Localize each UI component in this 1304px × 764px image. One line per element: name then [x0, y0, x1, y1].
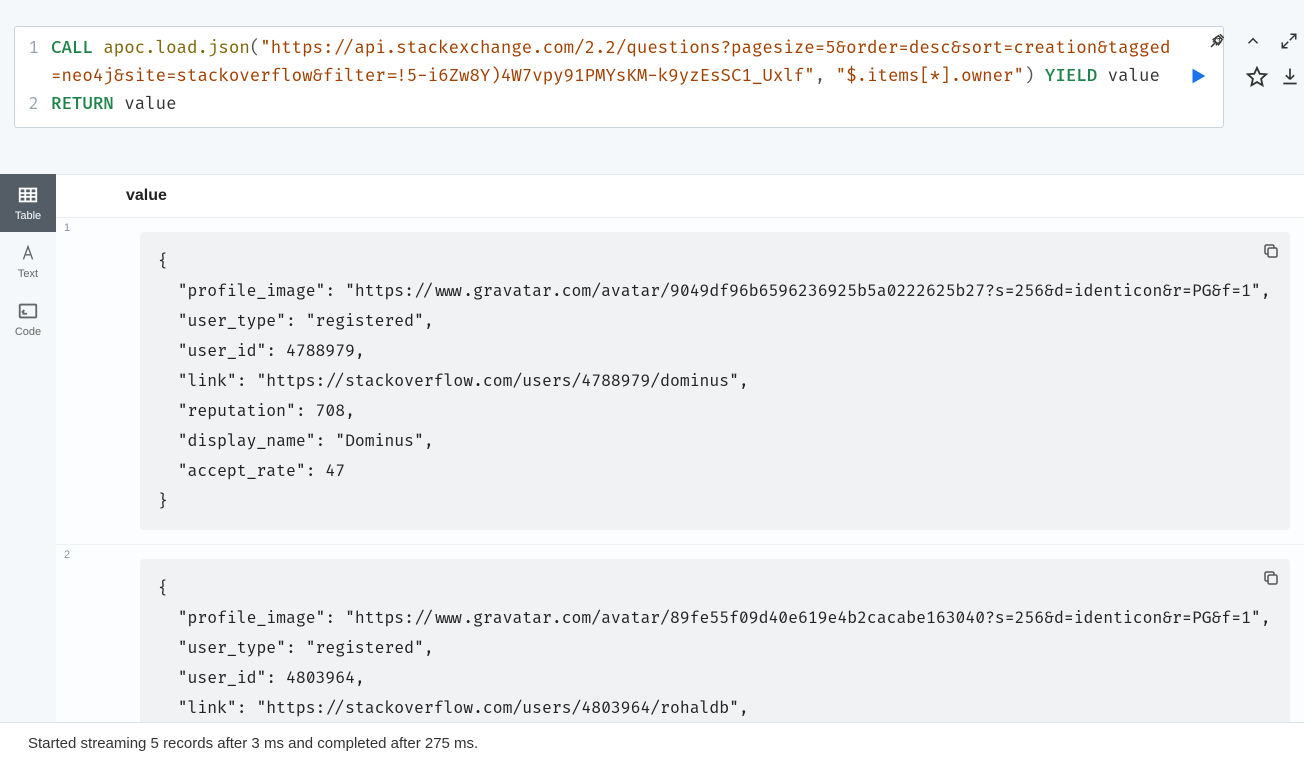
line-number: 1 [23, 35, 51, 63]
download-icon[interactable] [1280, 66, 1300, 86]
code-icon [17, 300, 39, 322]
result-row: 1 { "profile_image": "https://www.gravata… [56, 218, 1304, 545]
copy-icon[interactable] [1262, 242, 1280, 260]
run-button[interactable] [1187, 65, 1209, 87]
query-editor[interactable]: 1 CALL apoc.load.json("https://api.stack… [14, 26, 1224, 128]
json-value: { "profile_image": "https://www.gravatar… [158, 246, 1272, 516]
favorite-icon[interactable] [1246, 66, 1268, 88]
column-header: value [56, 175, 1304, 218]
pin-icon[interactable] [1208, 32, 1226, 50]
copy-icon[interactable] [1262, 569, 1280, 587]
result-cell: { "profile_image": "https://www.gravatar… [140, 559, 1290, 722]
result-row: 2 { "profile_image": "https://www.gravata… [56, 545, 1304, 722]
collapse-icon[interactable] [1244, 32, 1262, 50]
json-value: { "profile_image": "https://www.gravatar… [158, 573, 1272, 722]
results-panel: value 1 { "profile_image": "https://www.g… [56, 174, 1304, 722]
row-number: 1 [58, 222, 76, 234]
row-number: 2 [58, 549, 76, 561]
tab-code[interactable]: Code [0, 290, 56, 348]
status-bar: Started streaming 5 records after 3 ms a… [0, 722, 1304, 764]
expand-icon[interactable] [1280, 32, 1298, 50]
line-number: 2 [23, 91, 51, 119]
code-line-1[interactable]: CALL apoc.load.json("https://api.stackex… [51, 35, 1171, 91]
tab-table[interactable]: Table [0, 174, 56, 232]
text-icon [17, 242, 39, 264]
tab-text[interactable]: Text [0, 232, 56, 290]
code-line-2[interactable]: RETURN value [51, 91, 177, 119]
result-cell: { "profile_image": "https://www.gravatar… [140, 232, 1290, 530]
table-icon [17, 184, 39, 206]
